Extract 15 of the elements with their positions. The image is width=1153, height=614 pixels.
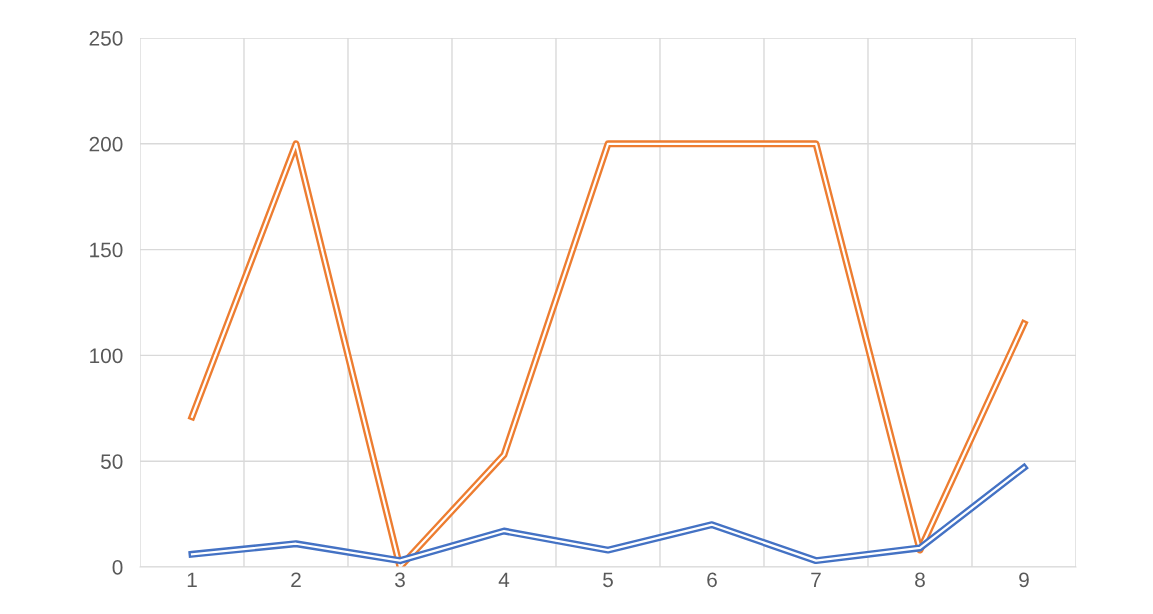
- x-tick-label: 7: [811, 572, 821, 587]
- x-tick-label: 3: [395, 572, 405, 588]
- x-tick-label: 6: [707, 572, 717, 588]
- y-tick-label: 200: [89, 136, 123, 152]
- y-tick-label: 100: [90, 348, 123, 364]
- x-tick-label: 9: [1019, 572, 1029, 588]
- x-tick-label: 4: [498, 572, 510, 587]
- x-tick-label: 8: [915, 572, 925, 588]
- y-tick-label: 250: [89, 31, 123, 46]
- y-tick-label: 0: [112, 560, 123, 575]
- x-tick-label: 5: [603, 572, 613, 588]
- y-tick-label: 50: [101, 454, 123, 469]
- y-tick-label: 150: [90, 242, 123, 258]
- x-tick-label: 2: [291, 572, 301, 587]
- x-tick-label: 1: [187, 572, 197, 587]
